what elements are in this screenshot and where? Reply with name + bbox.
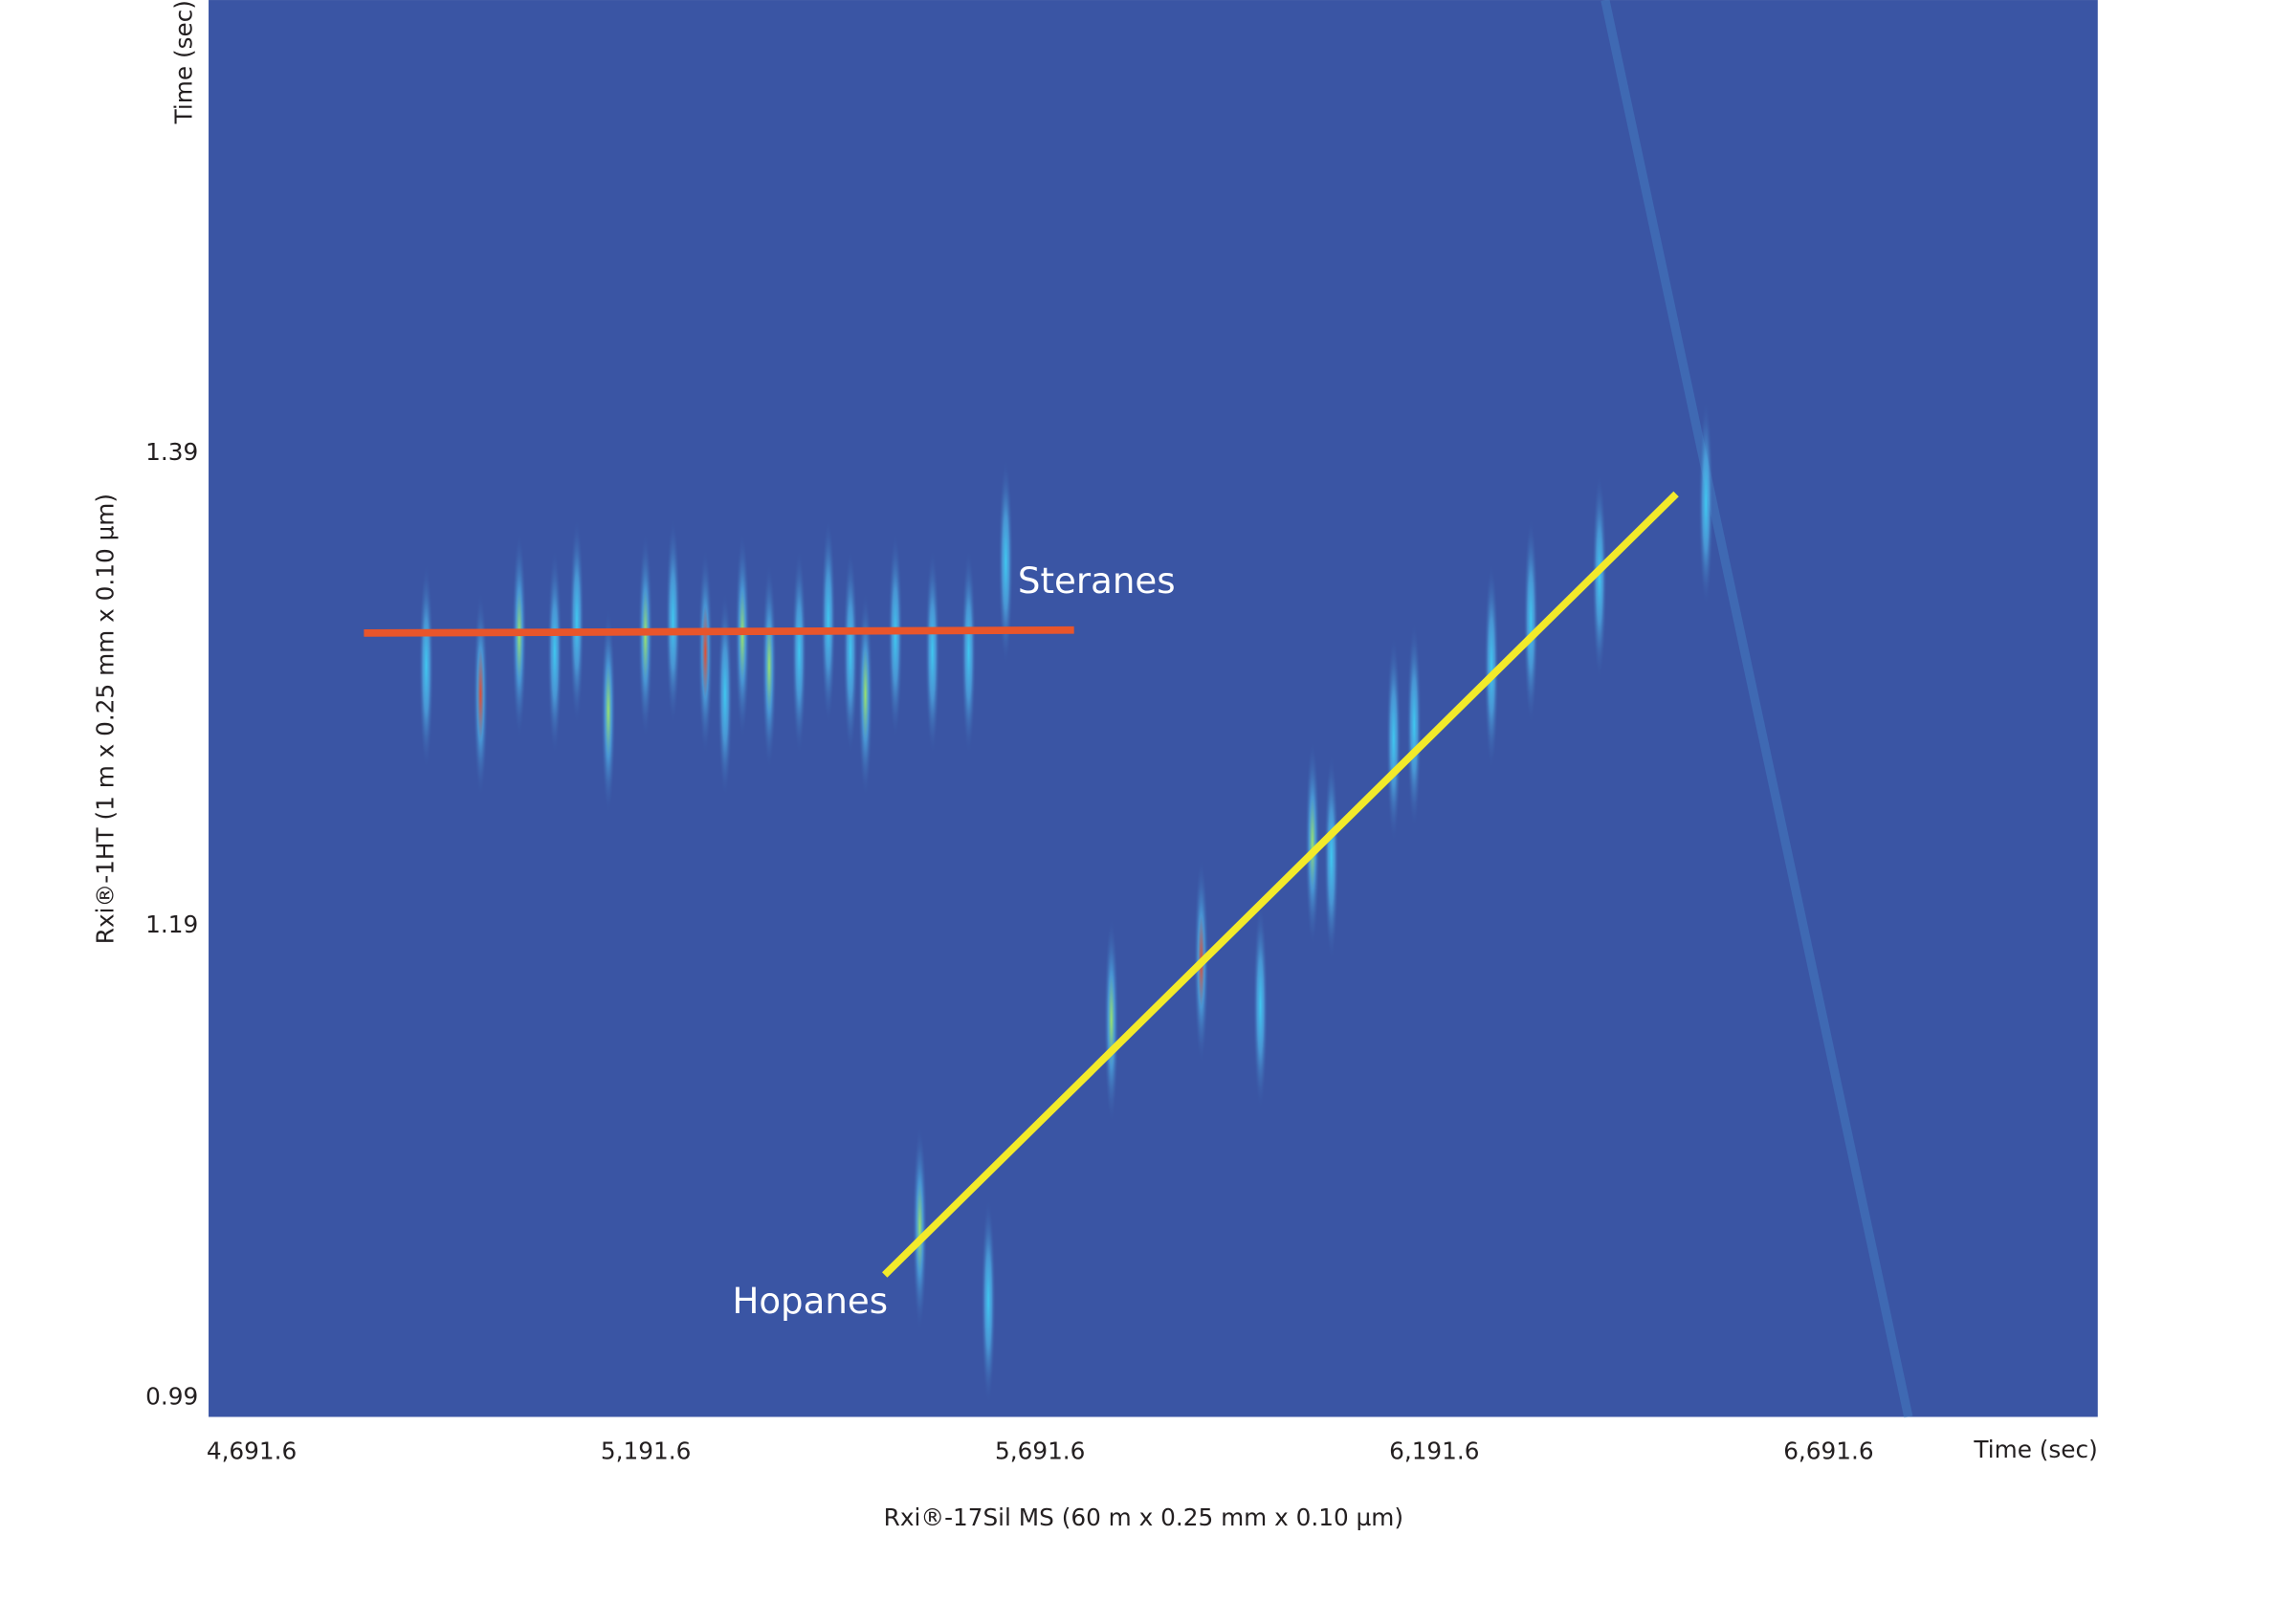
x-tick-label: 5,691.6 bbox=[995, 1437, 1085, 1465]
peak bbox=[888, 531, 903, 739]
peak bbox=[735, 531, 750, 739]
y-axis-title: Rxi®-1HT (1 m x 0.25 mm x 0.10 µm) bbox=[91, 494, 119, 944]
peak bbox=[718, 590, 733, 799]
peak bbox=[1592, 472, 1607, 680]
peak bbox=[912, 1124, 928, 1332]
peak bbox=[1523, 517, 1538, 725]
y-tick-label: 1.19 bbox=[145, 911, 198, 938]
peak bbox=[1103, 916, 1119, 1124]
peak bbox=[601, 606, 616, 815]
peak bbox=[569, 517, 585, 725]
peak bbox=[762, 562, 777, 770]
peak bbox=[857, 590, 873, 799]
plot-area bbox=[209, 0, 2098, 1417]
x-tick-label: 6,691.6 bbox=[1783, 1437, 1873, 1465]
peak bbox=[1305, 739, 1320, 947]
hopanes-line bbox=[882, 491, 1679, 1278]
peak bbox=[821, 517, 836, 725]
steranes-line bbox=[364, 625, 1074, 637]
x-tick-label: 6,191.6 bbox=[1389, 1437, 1479, 1465]
x-unit-label: Time (sec) bbox=[1973, 1436, 2097, 1463]
peak bbox=[1323, 754, 1339, 961]
peak bbox=[697, 548, 714, 756]
peak bbox=[843, 548, 858, 756]
column-bleed bbox=[1601, 0, 1913, 1418]
y-tick-label: 1.39 bbox=[145, 438, 198, 466]
x-axis-title: Rxi®-17Sil MS (60 m x 0.25 mm x 0.10 µm) bbox=[884, 1503, 1403, 1531]
peak bbox=[791, 548, 807, 756]
peak bbox=[1252, 902, 1269, 1110]
y-unit-label: Time (sec) bbox=[169, 0, 197, 124]
annotation: Hopanes bbox=[732, 1281, 888, 1322]
peak bbox=[665, 517, 681, 725]
peak bbox=[1406, 621, 1422, 829]
peak bbox=[1386, 635, 1402, 844]
x-tick-label: 4,691.6 bbox=[207, 1437, 297, 1465]
peak bbox=[473, 590, 489, 799]
peak bbox=[998, 458, 1014, 666]
peak bbox=[1698, 399, 1713, 607]
peak bbox=[981, 1197, 996, 1405]
peaks bbox=[418, 399, 1713, 1405]
peak bbox=[960, 548, 977, 756]
peak bbox=[1484, 562, 1499, 770]
peak bbox=[418, 562, 434, 770]
annotation: Steranes bbox=[1018, 560, 1176, 602]
peak bbox=[547, 548, 563, 756]
y-tick-label: 0.99 bbox=[145, 1383, 198, 1411]
peak bbox=[924, 548, 940, 756]
x-tick-label: 5,191.6 bbox=[601, 1437, 691, 1465]
